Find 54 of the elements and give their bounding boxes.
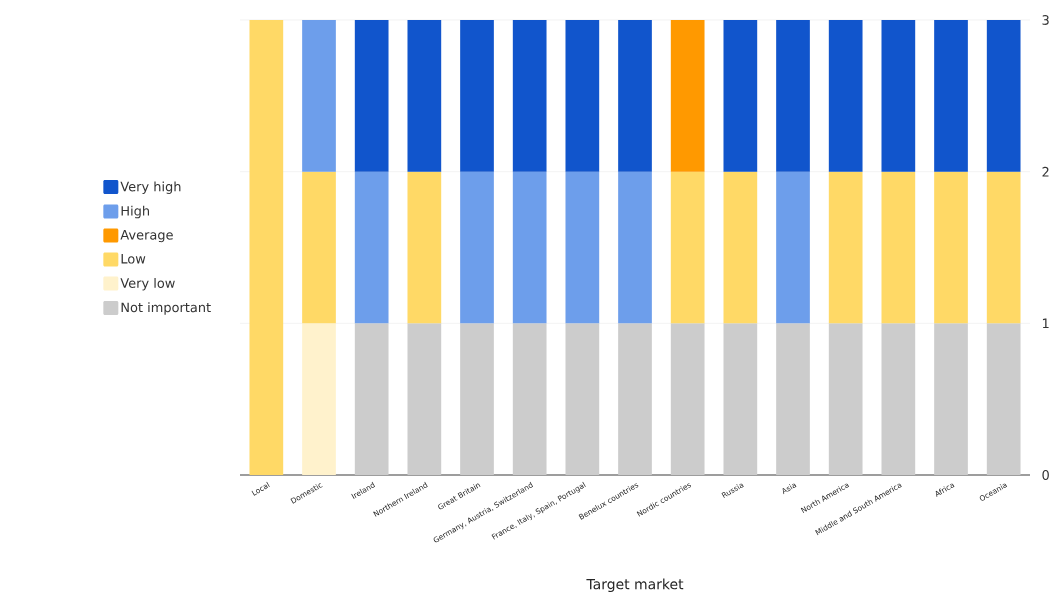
bar — [618, 20, 652, 172]
bar — [354, 323, 389, 475]
bar — [302, 20, 336, 172]
bar — [249, 20, 284, 475]
bar — [302, 323, 336, 475]
legend-label: Very low — [120, 277, 175, 291]
bar — [670, 323, 705, 475]
y-tick-label: 3 — [1042, 15, 1049, 25]
legend-label: Very high — [120, 181, 181, 194]
bar — [512, 323, 547, 475]
bar — [828, 323, 863, 475]
legend-label: Average — [120, 230, 173, 243]
bar — [776, 323, 810, 475]
bar — [670, 171, 705, 324]
bar — [934, 20, 968, 172]
y-tick-label: 0 — [1042, 470, 1049, 480]
y-tick-label: 1 — [1042, 318, 1049, 329]
bar — [776, 171, 810, 324]
bar — [670, 20, 705, 172]
bar — [986, 171, 1021, 324]
bar — [881, 323, 916, 475]
bar — [618, 171, 652, 324]
legend-label: Not important — [121, 302, 211, 315]
bar — [302, 171, 336, 324]
legend-label: High — [121, 205, 149, 219]
bar — [776, 20, 810, 172]
bar — [512, 20, 547, 172]
legend-label: Low — [121, 253, 146, 264]
bar — [565, 20, 600, 172]
bar — [460, 323, 494, 475]
bar — [723, 20, 758, 172]
bar — [986, 20, 1021, 172]
x-axis-title: Target market — [586, 578, 684, 593]
bar — [512, 171, 547, 324]
bar — [881, 171, 916, 324]
bar — [723, 171, 758, 324]
bar — [986, 323, 1021, 475]
bar — [828, 20, 863, 172]
bar — [934, 171, 968, 324]
bar — [565, 171, 600, 324]
y-tick-label: 2 — [1042, 166, 1049, 177]
bar — [934, 323, 968, 475]
bar — [565, 323, 600, 475]
bar — [828, 171, 863, 324]
bar — [618, 323, 652, 475]
bar — [354, 20, 389, 172]
bar — [407, 323, 442, 475]
bar — [723, 323, 758, 475]
bar — [407, 20, 442, 172]
bar — [460, 20, 494, 172]
bar — [354, 171, 389, 324]
bar — [460, 171, 494, 324]
bar — [881, 20, 916, 172]
bar — [407, 171, 442, 324]
